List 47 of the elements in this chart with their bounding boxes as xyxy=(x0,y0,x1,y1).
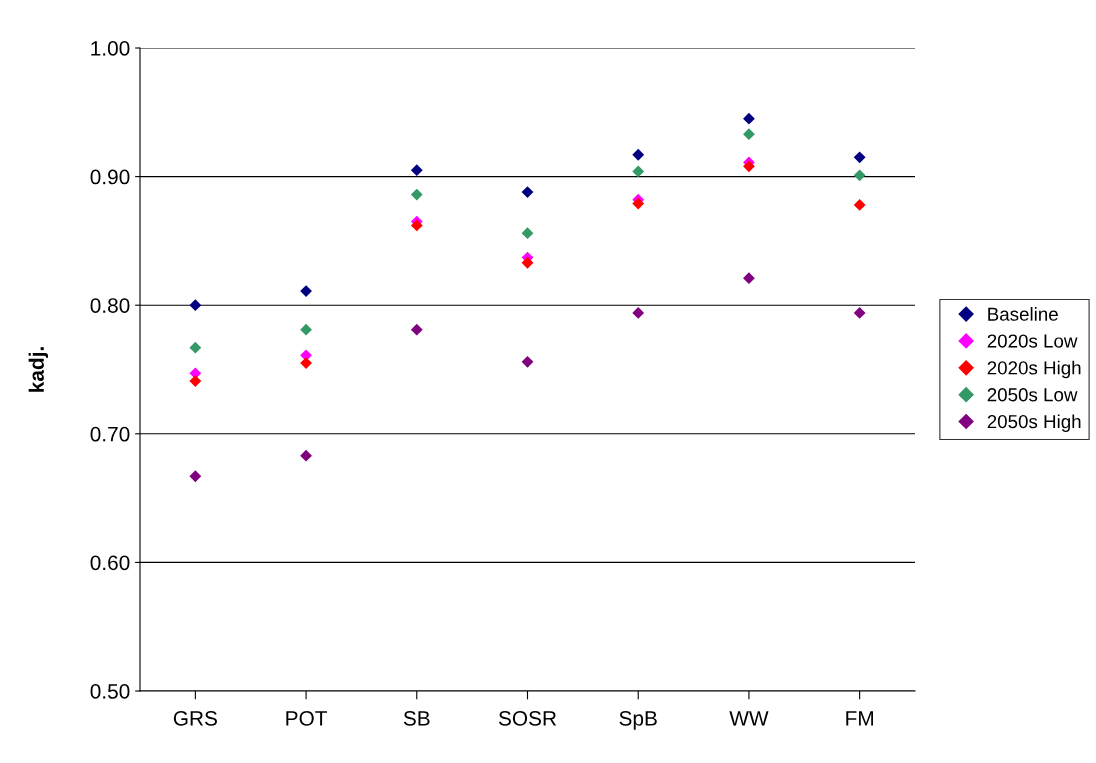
point xyxy=(410,164,423,177)
x-tick-label: SOSR xyxy=(498,710,557,726)
y-axis-title: kadj. xyxy=(28,347,49,392)
x-tick-label: FM xyxy=(846,711,873,726)
point xyxy=(189,341,202,354)
x-tick-label: POT xyxy=(286,710,328,726)
x-tick-label: WW xyxy=(729,711,769,726)
point xyxy=(521,186,534,198)
point xyxy=(189,375,202,387)
point xyxy=(743,112,755,125)
point xyxy=(410,219,423,232)
point xyxy=(300,323,312,336)
point xyxy=(189,299,202,312)
point xyxy=(853,169,866,182)
point xyxy=(743,128,755,141)
point xyxy=(521,227,534,240)
point xyxy=(189,470,202,483)
point xyxy=(632,197,645,210)
point xyxy=(521,256,534,269)
point xyxy=(521,355,534,368)
point xyxy=(300,357,312,369)
point xyxy=(743,160,755,173)
point xyxy=(410,323,423,336)
y-tick-label: 0.70 xyxy=(90,426,130,442)
point xyxy=(853,307,866,319)
point xyxy=(853,151,866,164)
point xyxy=(743,272,755,285)
x-tick-label: SB xyxy=(403,710,430,726)
y-tick-label: 0.90 xyxy=(90,169,130,185)
y-tick-label: 0.50 xyxy=(90,684,130,699)
y-tick-label: 0.60 xyxy=(90,555,130,571)
point xyxy=(410,188,423,201)
legend-label: 2020s Low xyxy=(987,334,1078,348)
legend-label: Baseline xyxy=(988,307,1058,321)
x-tick-label: GRS xyxy=(173,710,217,726)
x-tick-label: SpB xyxy=(619,710,657,730)
legend-label: 2050s Low xyxy=(987,388,1078,402)
point xyxy=(632,165,645,178)
y-tick-label: 1.00 xyxy=(91,41,130,56)
legend-label: 2020s High xyxy=(987,360,1081,379)
point xyxy=(300,285,312,297)
point xyxy=(300,449,312,462)
point xyxy=(632,148,645,161)
point xyxy=(853,199,866,211)
legend-label: 2050s High xyxy=(987,414,1081,432)
y-tick-label: 0.80 xyxy=(90,298,130,313)
point xyxy=(632,307,645,319)
